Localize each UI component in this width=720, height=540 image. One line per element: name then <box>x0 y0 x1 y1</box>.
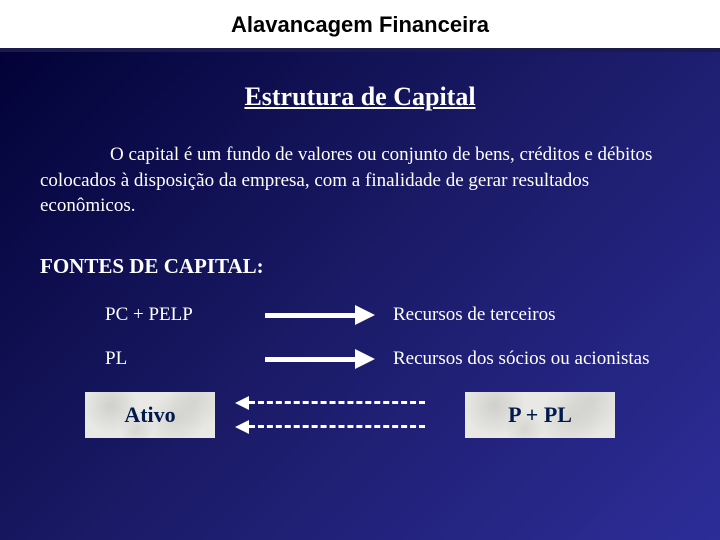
header-title: Alavancagem Financeira <box>0 12 720 38</box>
row-right-label: Recursos de terceiros <box>393 304 556 326</box>
arrow-right-icon <box>265 305 375 325</box>
dashed-arrows-group <box>235 396 425 434</box>
paragraph: O capital é um fundo de valores ou conju… <box>40 142 680 219</box>
bottom-row: Ativo P + PL <box>85 392 680 438</box>
dashed-arrow-left-icon <box>235 420 425 434</box>
arrow-right-icon <box>265 349 375 369</box>
ativo-box: Ativo <box>85 392 215 438</box>
p-pl-box: P + PL <box>465 392 615 438</box>
header-bar: Alavancagem Financeira <box>0 0 720 52</box>
content-area: Estrutura de Capital O capital é um fund… <box>0 52 720 438</box>
row-left-label: PC + PELP <box>105 304 265 326</box>
section-header: FONTES DE CAPITAL: <box>40 254 680 279</box>
subtitle: Estrutura de Capital <box>40 82 680 112</box>
source-row: PC + PELP Recursos de terceiros <box>105 304 680 326</box>
dashed-arrow-left-icon <box>235 396 425 410</box>
row-left-label: PL <box>105 348 265 370</box>
row-right-label: Recursos dos sócios ou acionistas <box>393 348 649 370</box>
source-row: PL Recursos dos sócios ou acionistas <box>105 348 680 370</box>
